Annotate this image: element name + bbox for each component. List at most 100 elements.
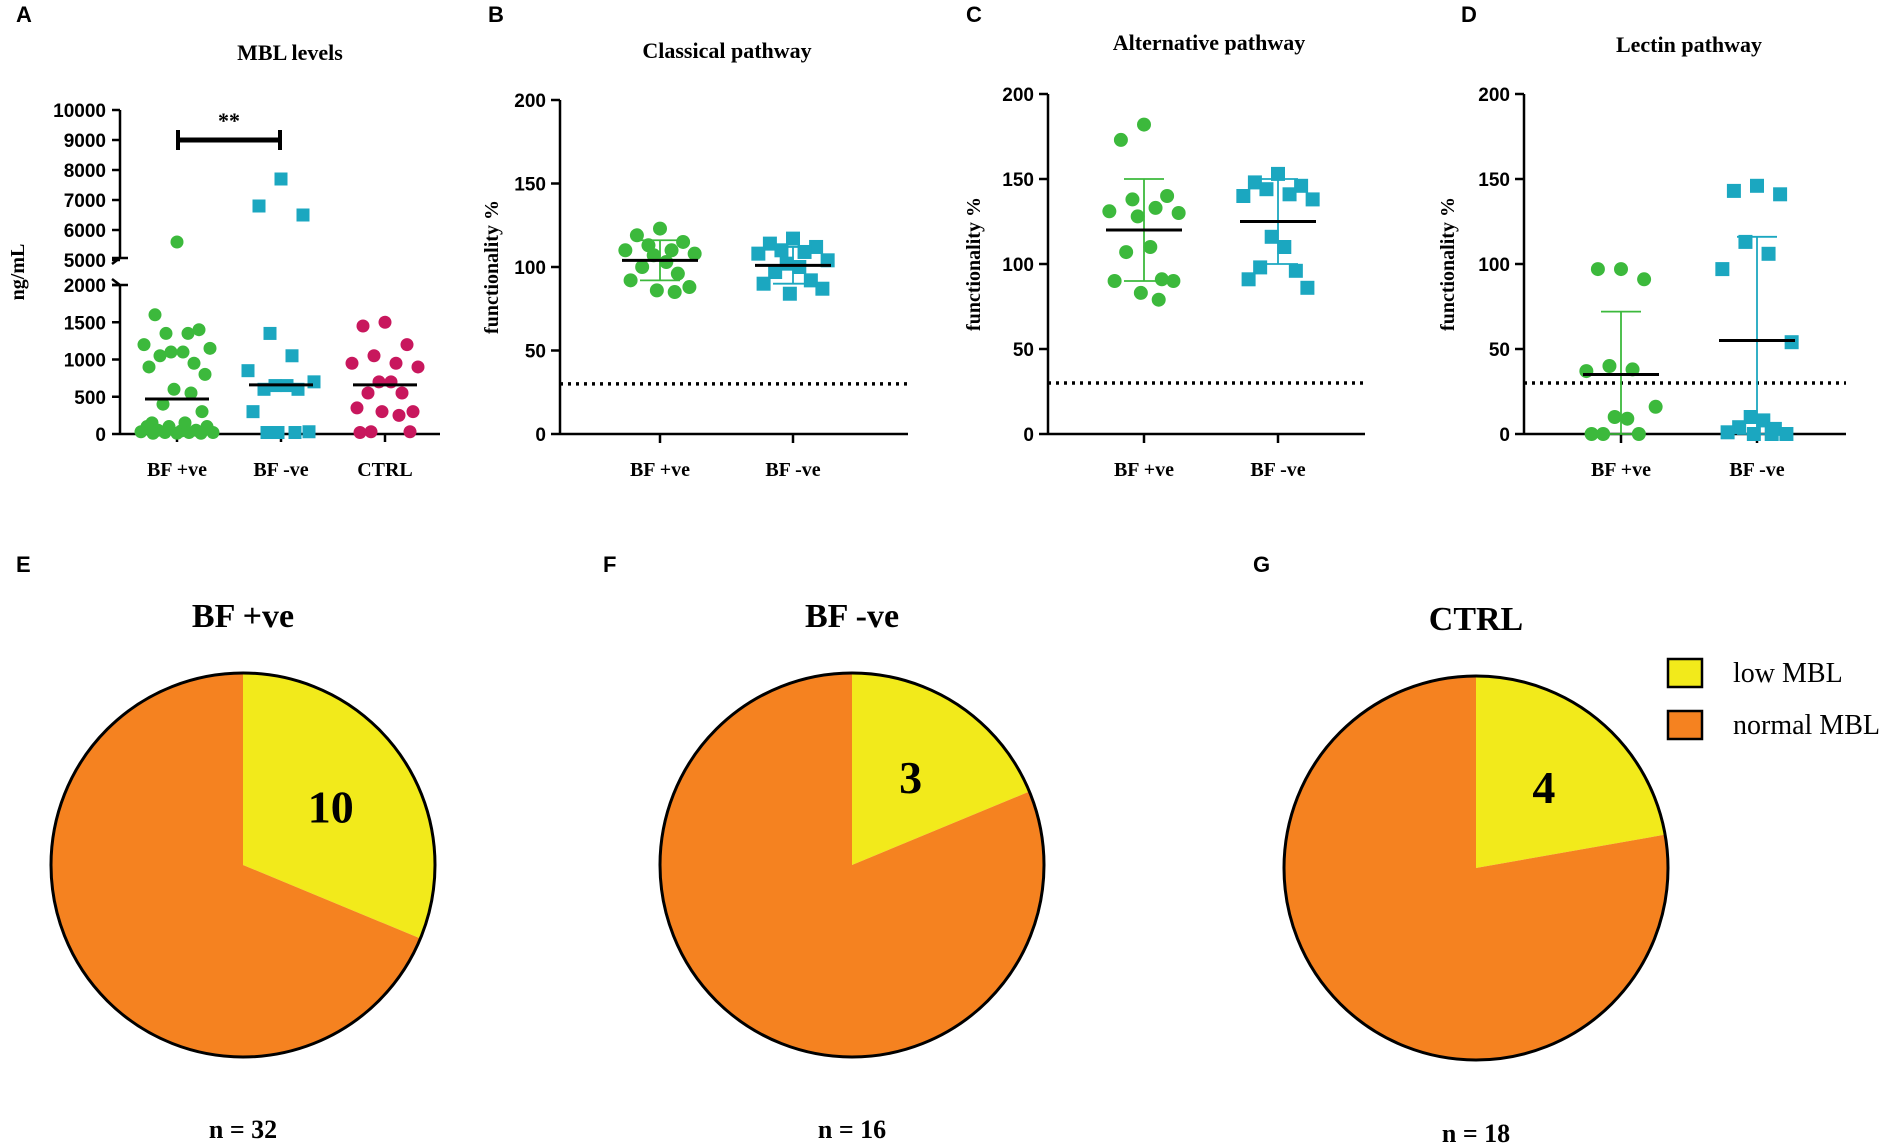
data-point [792, 260, 807, 274]
data-point [1154, 272, 1169, 287]
data-point [181, 326, 195, 340]
y-tick-label: 8000 [64, 161, 106, 182]
x-tick-label: BF +ve [1114, 459, 1174, 481]
data-point [1584, 427, 1599, 441]
y-axis-label: functionality % [963, 197, 985, 331]
data-point [411, 360, 425, 374]
data-point [260, 426, 274, 440]
data-point [1625, 362, 1640, 377]
data-point [195, 405, 209, 419]
data-point [364, 425, 378, 439]
data-point [774, 243, 789, 258]
data-point [1300, 280, 1315, 295]
data-point [159, 326, 173, 340]
data-point [345, 356, 359, 370]
pie-outline [49, 671, 437, 1059]
data-point [670, 266, 685, 281]
legend-swatch [1666, 709, 1704, 741]
data-point [779, 256, 794, 271]
data-point [1271, 166, 1285, 181]
legend-label: low MBL [1733, 658, 1843, 689]
y-tick-label: 100 [1002, 255, 1034, 276]
panel-letter-g: G [1253, 552, 1270, 577]
data-point [1631, 427, 1646, 441]
y-tick-label: 1000 [64, 351, 106, 372]
data-point [134, 425, 148, 439]
data-point [664, 243, 679, 258]
data-point [203, 341, 217, 355]
data-point [271, 426, 285, 440]
data-point [1113, 132, 1128, 147]
y-tick-label: 0 [535, 425, 546, 446]
data-point [1764, 427, 1779, 441]
data-point [153, 349, 167, 363]
pie-title: CTRL [1429, 601, 1523, 638]
data-point [187, 356, 201, 370]
slice-count-label: 3 [899, 752, 922, 803]
y-tick-label: 50 [1013, 340, 1034, 361]
data-point [1743, 410, 1758, 424]
x-tick-label: BF -ve [253, 459, 308, 481]
data-point [1750, 178, 1764, 193]
data-point [170, 426, 184, 440]
data-point [1171, 206, 1186, 220]
x-tick-label: BF +ve [1591, 459, 1651, 481]
data-point [1607, 410, 1622, 424]
y-tick-label: 150 [514, 175, 546, 196]
pie-title: BF +ve [192, 598, 294, 635]
data-point [786, 231, 800, 246]
pie-outline [658, 671, 1046, 1059]
sample-size-label: n = 32 [209, 1115, 277, 1144]
chart-title: Classical pathway [642, 38, 811, 63]
data-point [1756, 413, 1771, 428]
data-point [768, 265, 783, 280]
data-point [353, 426, 367, 440]
data-point [1119, 245, 1134, 260]
data-point [1247, 175, 1262, 190]
data-point [378, 315, 392, 329]
data-point [629, 228, 644, 243]
panel-letter-d: D [1461, 2, 1477, 27]
y-tick-label: 150 [1002, 170, 1034, 191]
data-point [176, 345, 190, 359]
chart-title: Alternative pathway [1113, 30, 1305, 55]
pie-slice [1284, 676, 1668, 1060]
data-point [667, 285, 682, 300]
data-point [687, 246, 702, 261]
data-point [797, 244, 812, 259]
data-point [1143, 240, 1158, 254]
data-point [156, 397, 170, 411]
pie-slice [51, 673, 421, 1058]
data-point [1130, 209, 1145, 224]
data-point [653, 221, 667, 236]
data-point [302, 425, 316, 439]
data-point [375, 405, 389, 419]
data-point [1779, 427, 1794, 441]
sample-size-label: n = 18 [1442, 1119, 1510, 1144]
x-tick-label: BF -ve [765, 459, 820, 481]
y-tick-label: 150 [1478, 170, 1510, 191]
data-point [167, 382, 181, 396]
data-point [164, 345, 178, 359]
data-point [1620, 411, 1635, 426]
data-point [762, 236, 777, 251]
data-point [1726, 183, 1741, 198]
data-point [1614, 262, 1628, 277]
y-tick-label: 9000 [64, 131, 106, 152]
data-point [815, 281, 830, 296]
data-point [782, 286, 797, 301]
data-point [170, 235, 184, 249]
y-tick-label: 100 [514, 258, 546, 279]
pie-slice [660, 673, 1044, 1057]
data-point [1590, 262, 1605, 277]
data-point [1294, 178, 1309, 193]
legend-label: normal MBL [1733, 710, 1880, 741]
data-point [158, 426, 172, 440]
data-point [1282, 187, 1297, 202]
data-point [1637, 272, 1652, 287]
data-point [803, 273, 818, 288]
data-point [1107, 274, 1122, 288]
data-point [252, 199, 266, 213]
y-tick-label: 2000 [64, 276, 106, 297]
